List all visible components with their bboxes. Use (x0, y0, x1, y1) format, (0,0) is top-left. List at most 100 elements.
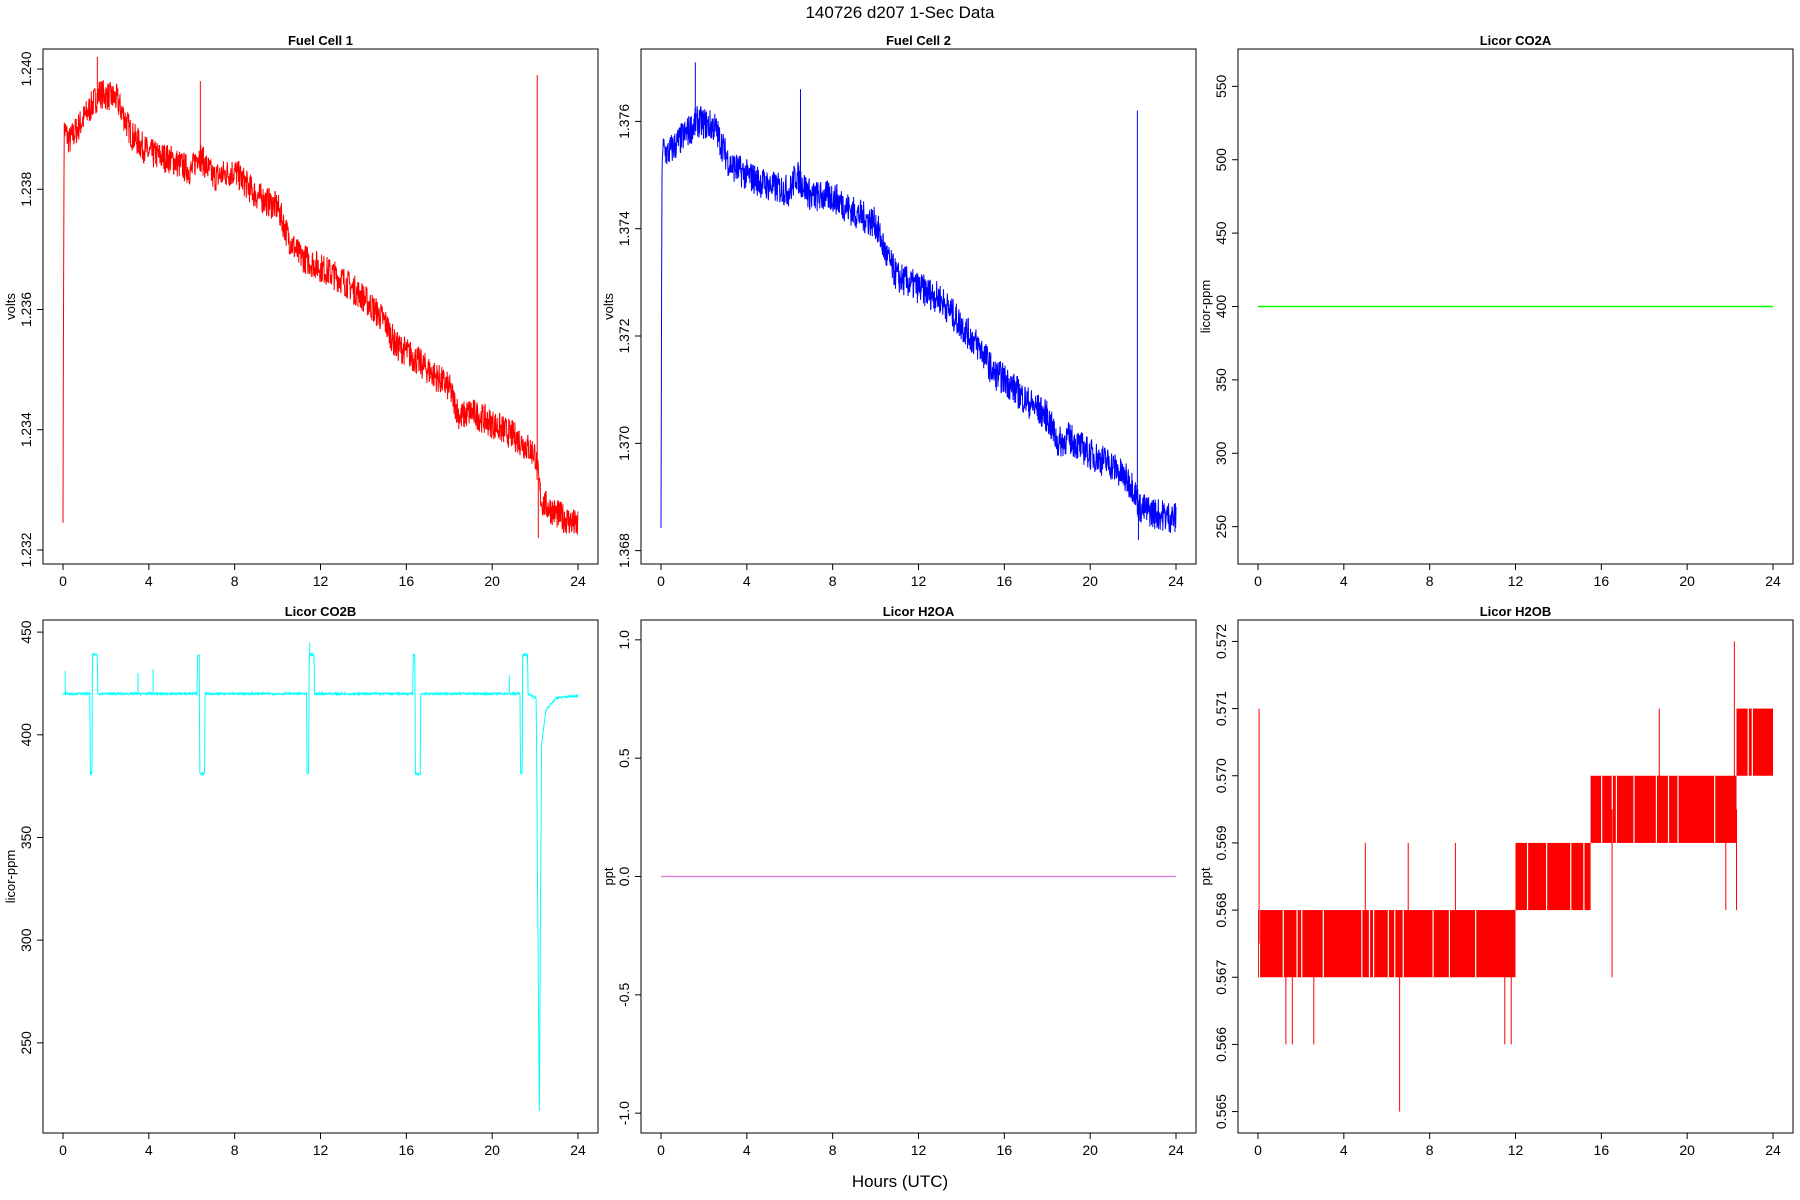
x-tick-label: 8 (1426, 1142, 1434, 1158)
x-tick-label: 20 (484, 573, 500, 589)
panel-title: Fuel Cell 2 (886, 33, 951, 48)
x-tick-label: 16 (1594, 1142, 1610, 1158)
data-series-line (62, 651, 579, 1111)
plot-frame (640, 48, 1197, 565)
x-tick-label: 0 (657, 573, 665, 589)
x-tick-label: 8 (231, 1142, 239, 1158)
y-tick-label: 0.5 (616, 748, 632, 768)
series-group (1258, 641, 1773, 1112)
x-tick-label: 4 (1340, 1142, 1348, 1158)
x-tick-label: 4 (145, 573, 153, 589)
y-tick-label: 1.0 (616, 630, 632, 650)
x-tick-label: 20 (1679, 1142, 1695, 1158)
figure-title: 140726 d207 1-Sec Data (805, 3, 995, 22)
y-tick-label: 400 (1213, 295, 1229, 319)
x-tick-label: 12 (313, 1142, 329, 1158)
panel-title: Licor CO2A (1480, 33, 1552, 48)
x-tick-label: 16 (399, 1142, 415, 1158)
y-tick-label: 0.566 (1213, 1027, 1229, 1062)
y-tick-label: 550 (1213, 74, 1229, 98)
panel-1: Fuel Cell 1 volts 0 4 8 12 16 20 24 1.232 1.234 1.2… (3, 33, 599, 589)
x-tick-label: 4 (145, 1142, 153, 1158)
panel-5: Licor H2OA ppt 0 4 8 12 16 20 24 -1.0 -0.5 0.0 0.5 1.… (601, 604, 1197, 1158)
y-tick-label: -0.5 (616, 983, 632, 1007)
x-tick-label: 24 (570, 1142, 586, 1158)
y-tick-label: 300 (1213, 441, 1229, 465)
y-tick-label: 250 (1213, 515, 1229, 539)
panel-title: Licor CO2B (285, 604, 357, 619)
y-tick-label: 1.236 (18, 292, 34, 327)
panel-6: Licor H2OB ppt 0 4 8 12 16 20 24 0.565 0.566 0.567 0… (1198, 604, 1794, 1158)
figure-xlabel: Hours (UTC) (852, 1172, 948, 1191)
y-tick-label: 400 (18, 723, 34, 747)
x-tick-label: 8 (1426, 573, 1434, 589)
data-band (1736, 708, 1773, 776)
y-tick-label: 1.234 (18, 412, 34, 447)
y-tick-label: 350 (1213, 368, 1229, 392)
x-tick-label: 24 (570, 573, 586, 589)
panel-2: Fuel Cell 2 volts 0 4 8 12 16 20 24 1.368 1.370 1.3… (601, 33, 1197, 589)
y-tick-label: 0.569 (1213, 825, 1229, 860)
x-tick-label: 0 (59, 1142, 67, 1158)
panel-title: Licor H2OA (883, 604, 955, 619)
y-tick-label: 0.570 (1213, 758, 1229, 793)
x-tick-label: 4 (743, 1142, 751, 1158)
y-tick-label: 1.372 (616, 318, 632, 353)
y-tick-label: 1.238 (18, 172, 34, 207)
x-tick-label: 12 (911, 1142, 927, 1158)
x-tick-label: 0 (1254, 573, 1262, 589)
data-band (1590, 775, 1737, 843)
y-tick-label: 450 (1213, 221, 1229, 245)
x-tick-label: 4 (743, 573, 751, 589)
x-tick-label: 12 (1508, 1142, 1524, 1158)
y-tick-label: 1.232 (18, 532, 34, 567)
y-axis-label: ppt (601, 867, 616, 885)
x-tick-label: 16 (997, 573, 1013, 589)
x-tick-label: 24 (1168, 573, 1184, 589)
y-tick-label: 0.0 (616, 867, 632, 887)
x-tick-label: 24 (1765, 573, 1781, 589)
x-tick-label: 0 (1254, 1142, 1262, 1158)
data-band (1258, 910, 1516, 978)
y-axis-label: volts (601, 293, 616, 320)
y-tick-label: 450 (18, 620, 34, 644)
series-group (62, 642, 579, 1111)
x-tick-label: 20 (1082, 573, 1098, 589)
y-axis-label: volts (3, 293, 18, 320)
y-tick-label: 1.376 (616, 104, 632, 139)
x-tick-label: 8 (829, 1142, 837, 1158)
x-tick-label: 8 (829, 573, 837, 589)
y-tick-label: 0.568 (1213, 892, 1229, 927)
series-group (660, 62, 1177, 540)
y-tick-label: 300 (18, 928, 34, 952)
x-tick-label: 4 (1340, 573, 1348, 589)
panels: Fuel Cell 1 volts 0 4 8 12 16 20 24 1.232 1.234 1.2… (3, 33, 1794, 1158)
y-axis-label: licor-ppm (1198, 280, 1213, 333)
series-group (62, 57, 579, 538)
y-tick-label: 0.567 (1213, 960, 1229, 995)
y-tick-label: 1.374 (616, 211, 632, 246)
x-tick-label: 16 (997, 1142, 1013, 1158)
x-tick-label: 20 (1679, 573, 1695, 589)
data-series-line (660, 106, 1177, 533)
y-tick-label: 0.571 (1213, 691, 1229, 726)
x-tick-label: 16 (1594, 573, 1610, 589)
panel-4: Licor CO2B licor-ppm 0 4 8 12 16 20 24 250 300 350 4… (3, 604, 599, 1158)
x-tick-label: 0 (59, 573, 67, 589)
x-tick-label: 20 (1082, 1142, 1098, 1158)
y-tick-label: 1.368 (616, 533, 632, 568)
panel-title: Licor H2OB (1480, 604, 1552, 619)
x-tick-label: 24 (1765, 1142, 1781, 1158)
x-tick-label: 12 (1508, 573, 1524, 589)
x-tick-label: 12 (911, 573, 927, 589)
panel-title: Fuel Cell 1 (288, 33, 353, 48)
y-tick-label: 1.370 (616, 426, 632, 461)
x-tick-label: 24 (1168, 1142, 1184, 1158)
x-tick-label: 16 (399, 573, 415, 589)
data-series-line (62, 80, 579, 535)
data-band (1515, 842, 1591, 911)
y-tick-label: 0.572 (1213, 624, 1229, 659)
y-tick-label: 0.565 (1213, 1094, 1229, 1129)
x-tick-label: 0 (657, 1142, 665, 1158)
